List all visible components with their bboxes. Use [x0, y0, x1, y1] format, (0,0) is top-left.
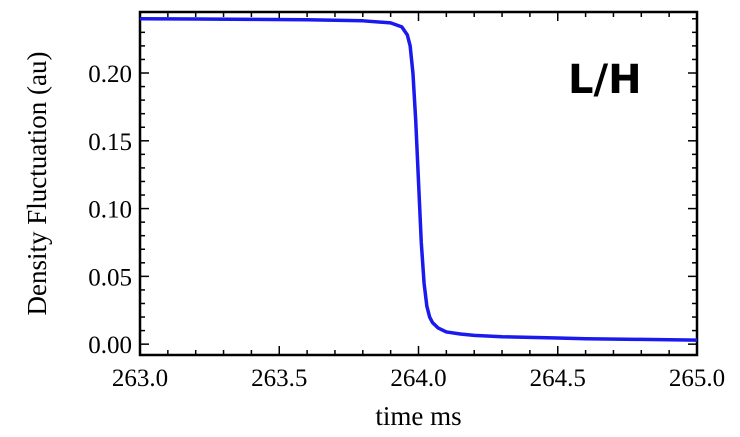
y-tick-label: 0.15: [88, 129, 132, 156]
y-axis-title: Density Fluctuation (au): [22, 52, 52, 316]
y-tick-label: 0.20: [88, 61, 132, 88]
x-tick-label: 264.5: [530, 365, 586, 392]
x-tick-label: 263.5: [251, 365, 307, 392]
axis-tick-labels: 263.0 263.5 264.0 264.5 265.0 0.00 0.05 0.10 0.1…: [88, 61, 725, 392]
y-tick-label: 0.05: [88, 264, 132, 291]
y-tick-label: 0.00: [88, 332, 132, 359]
x-tick-label: 263.0: [112, 365, 168, 392]
chart-annotation: L/H: [568, 57, 642, 103]
series-line-density-fluctuation: [139, 17, 698, 342]
x-tick-label: 264.0: [390, 365, 446, 392]
y-tick-label: 0.10: [88, 197, 132, 224]
axis-ticks: [139, 12, 698, 355]
x-tick-label: 265.0: [669, 365, 725, 392]
x-axis-title: time ms: [375, 401, 461, 431]
